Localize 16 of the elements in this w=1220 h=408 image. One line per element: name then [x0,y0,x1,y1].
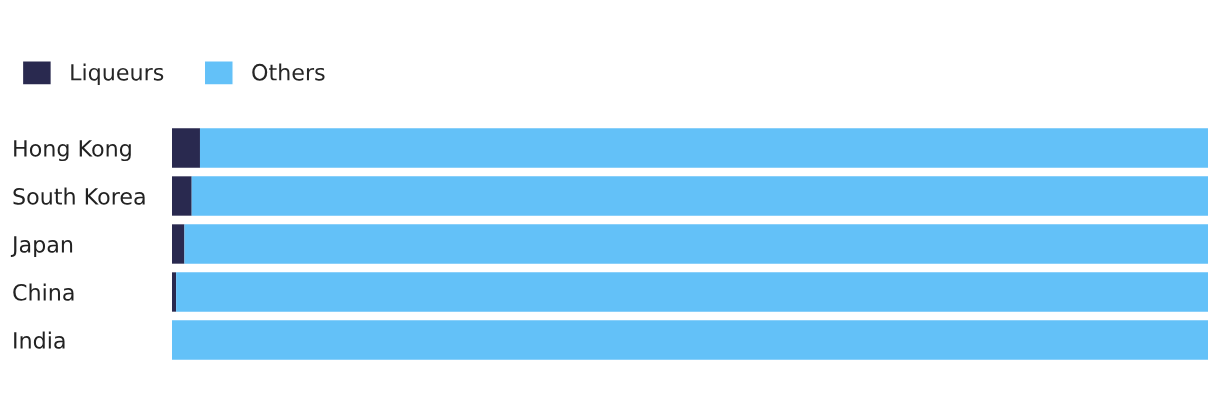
legend-label: Liqueurs [71,63,164,85]
bar [191,176,1208,216]
y-tick-label: Japan [10,236,73,258]
y-tick-label: Hong Kong [14,140,131,162]
bar [184,224,1208,264]
bar [172,176,192,216]
bar [172,272,177,312]
text: Others [252,63,325,81]
bar [176,272,1208,312]
y-tick-label: China [13,283,74,301]
bar [172,224,185,264]
bar [172,128,200,168]
bar [172,320,1208,360]
y-tick-label: South Korea [13,187,145,205]
y-tick-label: India [14,331,65,349]
bar [199,128,1208,168]
